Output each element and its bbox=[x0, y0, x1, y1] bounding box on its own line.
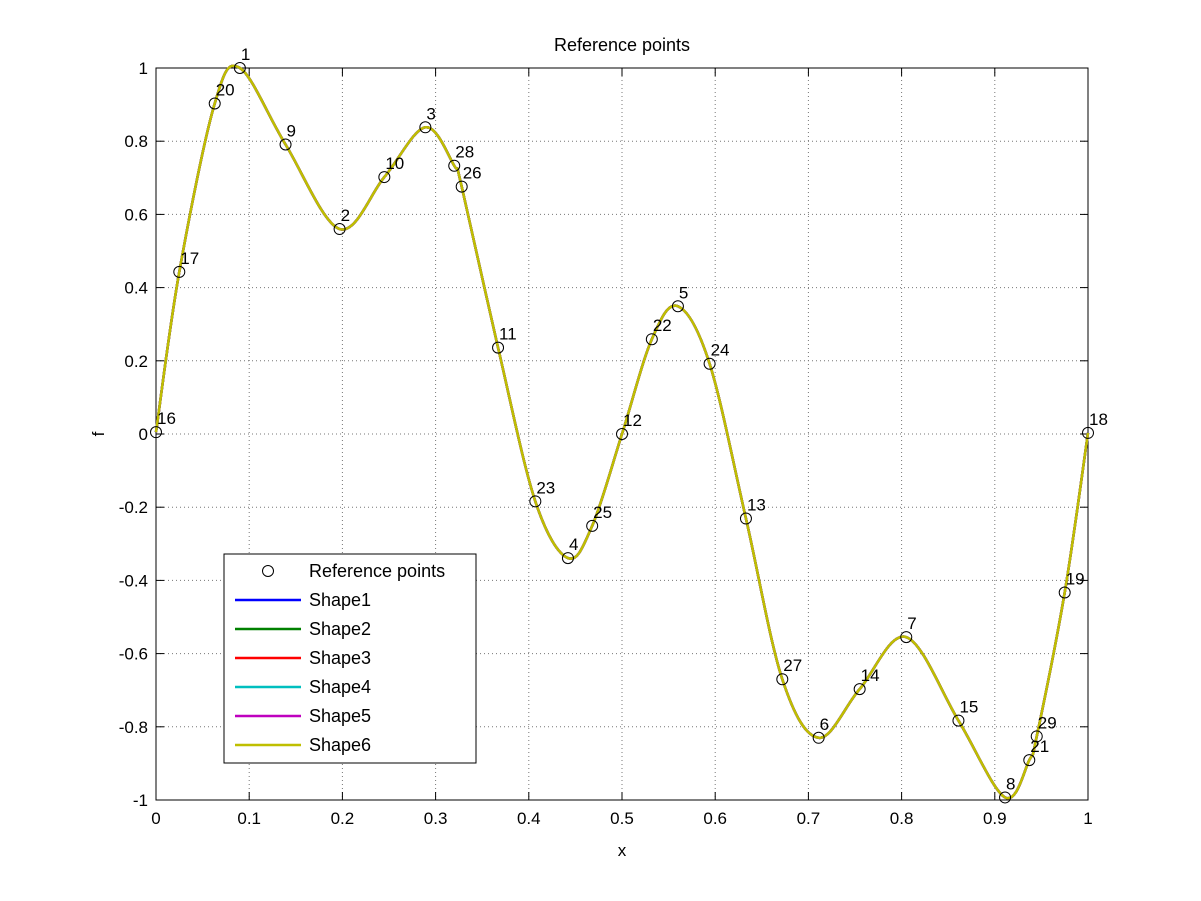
reference-point-label: 24 bbox=[711, 341, 730, 360]
y-tick-label: -1 bbox=[133, 791, 148, 810]
reference-point-label: 3 bbox=[426, 104, 435, 123]
x-tick-label: 0.4 bbox=[517, 809, 541, 828]
reference-point bbox=[1058, 586, 1071, 599]
reference-point-label: 1 bbox=[241, 45, 250, 64]
reference-point-label: 4 bbox=[569, 535, 578, 554]
reference-point bbox=[233, 62, 246, 74]
x-tick-label: 0.6 bbox=[703, 809, 727, 828]
reference-point bbox=[378, 171, 391, 184]
reference-point-label: 20 bbox=[216, 81, 235, 100]
reference-point bbox=[1082, 426, 1094, 439]
y-tick-label: 0.6 bbox=[124, 205, 148, 224]
reference-point-label: 11 bbox=[499, 325, 517, 344]
reference-point bbox=[1030, 730, 1043, 743]
x-tick-label: 0.5 bbox=[610, 809, 634, 828]
reference-point-label: 23 bbox=[536, 478, 555, 497]
legend-label-shape2: Shape2 bbox=[309, 619, 371, 639]
reference-point-label: 2 bbox=[341, 206, 350, 225]
reference-point bbox=[492, 341, 505, 354]
y-tick-label: 0.8 bbox=[124, 132, 148, 151]
x-tick-label: 1 bbox=[1083, 809, 1092, 828]
reference-point-label: 27 bbox=[783, 656, 802, 675]
y-tick-label: -0.4 bbox=[119, 571, 148, 590]
reference-point-label: 28 bbox=[455, 143, 474, 162]
y-tick-label: -0.6 bbox=[119, 645, 148, 664]
reference-point bbox=[616, 428, 628, 440]
reference-point-label: 26 bbox=[463, 164, 482, 183]
y-tick-label: 0.2 bbox=[124, 352, 148, 371]
legend-label-shape6: Shape6 bbox=[309, 735, 371, 755]
y-tick-label: 0 bbox=[139, 425, 148, 444]
reference-point-label: 19 bbox=[1066, 569, 1085, 588]
reference-point-label: 7 bbox=[907, 614, 916, 633]
reference-point bbox=[455, 180, 468, 193]
x-tick-label: 0.8 bbox=[890, 809, 914, 828]
legend-label-shape5: Shape5 bbox=[309, 706, 371, 726]
legend-label-reference-points: Reference points bbox=[309, 561, 445, 581]
reference-point bbox=[173, 265, 186, 278]
reference-point bbox=[1023, 754, 1036, 767]
reference-point bbox=[586, 519, 599, 532]
y-tick-label: 1 bbox=[139, 59, 148, 78]
reference-point-label: 29 bbox=[1038, 713, 1057, 732]
chart-title: Reference points bbox=[554, 35, 690, 55]
y-tick-label: 0.4 bbox=[124, 279, 148, 298]
ticks: 0 0.1 0.2 0.3 0.4 0.5 0.6 0.7 0.8 0.9 1 -1 -0.8 -0.6 -… bbox=[119, 59, 1093, 828]
x-tick-label: 0.1 bbox=[237, 809, 261, 828]
reference-point bbox=[208, 97, 221, 110]
reference-point bbox=[900, 631, 913, 644]
legend-label-shape4: Shape4 bbox=[309, 677, 371, 697]
x-tick-label: 0.9 bbox=[983, 809, 1007, 828]
reference-point bbox=[853, 683, 866, 696]
reference-point bbox=[333, 223, 346, 236]
reference-point-label: 13 bbox=[747, 496, 766, 515]
reference-point-label: 16 bbox=[157, 409, 176, 428]
reference-point bbox=[999, 791, 1012, 804]
reference-point bbox=[739, 512, 752, 525]
reference-point-label: 25 bbox=[593, 503, 612, 522]
x-tick-label: 0.7 bbox=[797, 809, 821, 828]
reference-point-label: 9 bbox=[287, 121, 296, 140]
reference-point bbox=[279, 138, 292, 151]
y-tick-label: -0.2 bbox=[119, 498, 148, 517]
curve-layer bbox=[154, 64, 1090, 800]
reference-point bbox=[448, 159, 461, 172]
reference-point bbox=[671, 300, 684, 313]
grid bbox=[156, 68, 1088, 800]
reference-point-label: 10 bbox=[385, 154, 404, 173]
reference-point bbox=[812, 731, 825, 744]
x-axis-label: x bbox=[618, 841, 627, 860]
x-tick-label: 0.3 bbox=[424, 809, 448, 828]
reference-points: 1234567891011121314151617181920212223242… bbox=[150, 45, 1108, 804]
x-tick-label: 0.2 bbox=[331, 809, 355, 828]
reference-point bbox=[419, 121, 432, 134]
legend: Reference points Shape1 Shape2 Shape3 Shape4… bbox=[223, 553, 477, 764]
reference-point-label: 15 bbox=[959, 698, 978, 717]
reference-point bbox=[776, 673, 789, 686]
reference-point bbox=[703, 357, 716, 370]
legend-label-shape3: Shape3 bbox=[309, 648, 371, 668]
reference-point-label: 8 bbox=[1006, 774, 1015, 793]
reference-point-label: 18 bbox=[1089, 410, 1108, 429]
reference-point-label: 6 bbox=[820, 715, 829, 734]
reference-point-label: 14 bbox=[861, 666, 880, 685]
reference-point-label: 12 bbox=[623, 411, 642, 430]
y-tick-label: -0.8 bbox=[119, 718, 148, 737]
reference-point-label: 22 bbox=[653, 316, 672, 335]
reference-point bbox=[952, 714, 965, 727]
legend-marker-reference-points bbox=[262, 565, 274, 577]
legend-label-shape1: Shape1 bbox=[309, 590, 371, 610]
reference-point-label: 17 bbox=[180, 249, 199, 268]
reference-point bbox=[561, 552, 574, 565]
reference-point bbox=[529, 495, 542, 508]
series-line-shape6 bbox=[154, 64, 1090, 800]
reference-point bbox=[645, 333, 658, 346]
x-tick-label: 0 bbox=[151, 809, 160, 828]
reference-point-label: 5 bbox=[679, 283, 688, 302]
y-axis-label: f bbox=[89, 431, 108, 436]
reference-point bbox=[150, 426, 162, 439]
